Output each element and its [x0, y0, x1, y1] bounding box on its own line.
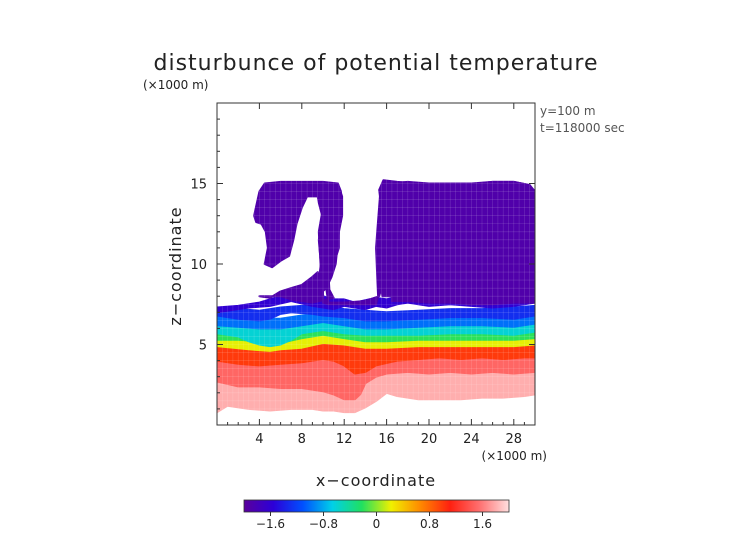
y-axis: 5 10 15 [190, 118, 535, 410]
contour-field [217, 179, 535, 414]
y-axis-unit: (×1000 m) [143, 78, 208, 92]
y-tick-label: 5 [199, 339, 207, 354]
x-tick-label: 24 [463, 432, 480, 447]
x-tick-label: 28 [506, 432, 523, 447]
plot-grid [217, 103, 535, 425]
colorbar-tick-label: 1.6 [473, 517, 492, 531]
colorbar-tick-label: −0.8 [309, 517, 338, 531]
contour-band-10 [253, 180, 344, 294]
y-axis-label: z−coordinate [166, 206, 185, 325]
contour-band-12 [475, 180, 535, 301]
colorbar-ticks: −1.6 −0.8 0 0.8 1.6 [256, 512, 492, 531]
contour-band-7 [217, 304, 535, 322]
x-tick-label: 4 [255, 432, 263, 447]
x-axis: 4 8 12 16 20 24 28 [227, 103, 525, 447]
x-tick-label: 20 [421, 432, 438, 447]
colorbar-tick-label: −1.6 [256, 517, 285, 531]
x-tick-label: 8 [298, 432, 306, 447]
y-tick-label: 15 [190, 178, 207, 193]
colorbar: −1.6 −0.8 0 0.8 1.6 [243, 499, 510, 531]
x-tick-label: 12 [336, 432, 353, 447]
colorbar-bar [243, 499, 510, 513]
y-tick-label: 10 [190, 258, 207, 273]
colorbar-tick-label: 0 [373, 517, 381, 531]
x-axis-label: x−coordinate [316, 471, 436, 490]
x-axis-unit: (×1000 m) [482, 449, 547, 463]
x-tick-label: 16 [378, 432, 395, 447]
colorbar-tick-label: 0.8 [420, 517, 439, 531]
chart-title: disturbunce of potential temperature [154, 51, 599, 76]
contour-band-11 [378, 179, 478, 301]
annotation-time: t=118000 sec [540, 121, 625, 135]
annotation-y-position: y=100 m [540, 104, 596, 118]
